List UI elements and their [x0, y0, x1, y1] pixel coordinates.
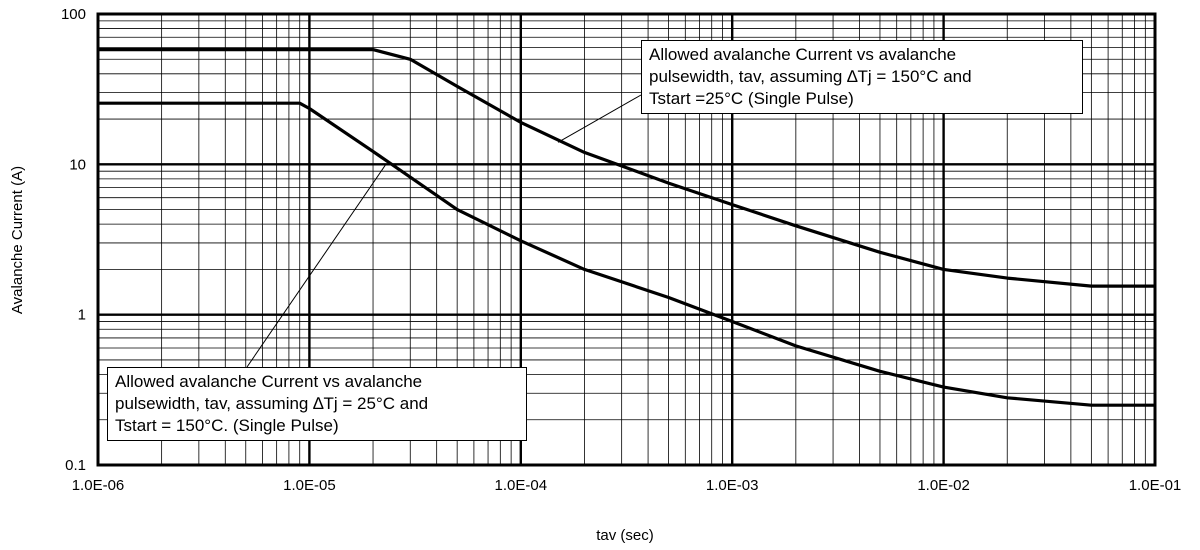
x-axis-label: tav (sec) [596, 527, 654, 544]
annotation-line: Tstart = 150°C. (Single Pulse) [115, 416, 339, 435]
annotation-box-lower-curve: Allowed avalanche Current vs avalanche p… [107, 367, 527, 441]
series-line-1 [98, 48, 1155, 288]
series-line-2 [98, 101, 1155, 407]
annotation-box-upper-curve: Allowed avalanche Current vs avalanche p… [641, 40, 1083, 114]
annotation-line: Allowed avalanche Current vs avalanche [115, 372, 423, 391]
y-tick-label: 0.1 [65, 457, 86, 474]
x-tick-label: 1.0E-01 [1129, 477, 1182, 494]
x-tick-label: 1.0E-06 [72, 477, 125, 494]
x-tick-label: 1.0E-05 [283, 477, 336, 494]
annotation-leaders [246, 94, 642, 368]
x-tick-label: 1.0E-04 [495, 477, 548, 494]
annotation-line: pulsewidth, tav, assuming ∆Tj = 25°C and [115, 394, 429, 413]
plot-area-border [96, 12, 1157, 467]
annotation-line: Allowed avalanche Current vs avalanche [649, 45, 957, 64]
annotation-line: Tstart =25°C (Single Pulse) [649, 89, 854, 108]
series-layer [98, 48, 1155, 407]
y-tick-label: 10 [69, 156, 86, 173]
annotation-line: pulsewidth, tav, assuming ∆Tj = 150°C an… [649, 67, 972, 86]
annotation-leader-line [557, 94, 642, 143]
y-tick-labels: 0.1 1 10 100 [61, 6, 86, 474]
y-axis-label: Avalanche Current (A) [9, 166, 26, 314]
x-tick-labels: 1.0E-06 1.0E-05 1.0E-04 1.0E-03 1.0E-02 1.0E-… [72, 477, 1182, 494]
x-tick-label: 1.0E-03 [706, 477, 759, 494]
minor-gridlines [98, 14, 1155, 465]
annotation-leader-line [246, 164, 387, 368]
x-tick-label: 1.0E-02 [917, 477, 970, 494]
y-tick-label: 1 [78, 307, 86, 324]
y-tick-label: 100 [61, 6, 86, 23]
